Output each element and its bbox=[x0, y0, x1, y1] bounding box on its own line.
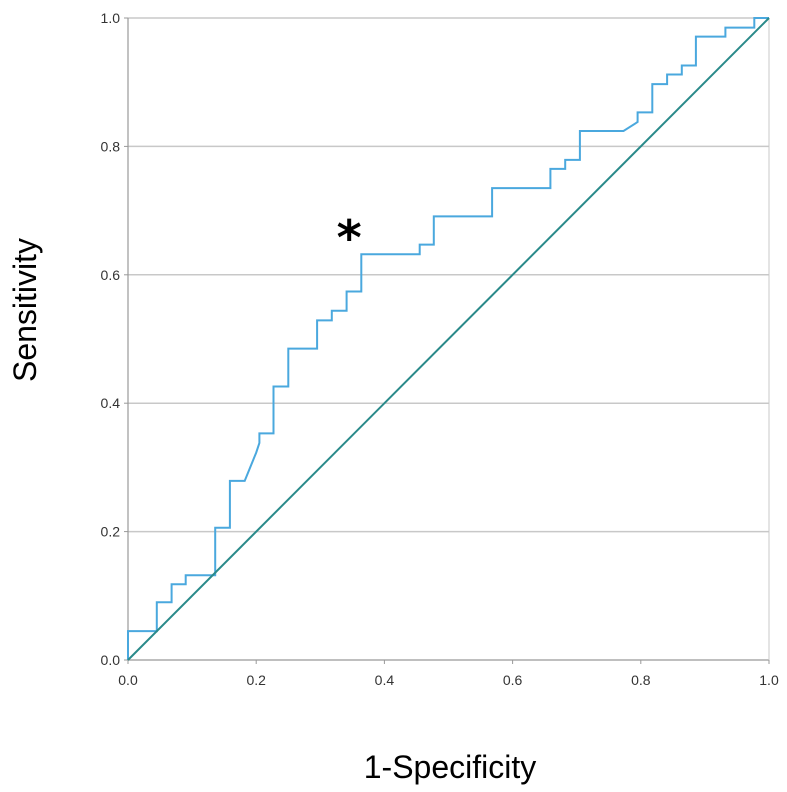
reference-diagonal-line bbox=[127, 17, 770, 661]
series bbox=[127, 17, 770, 661]
y-tick-label: 1.0 bbox=[101, 10, 121, 26]
x-tick-label: 1.0 bbox=[759, 672, 779, 688]
y-tick-label: 0.4 bbox=[101, 395, 121, 411]
y-tick-label: 0.6 bbox=[101, 267, 121, 283]
asterisk-annotation: * bbox=[337, 210, 362, 266]
x-tick-label: 0.4 bbox=[375, 672, 395, 688]
roc-curve-line bbox=[127, 17, 769, 660]
y-tick-label: 0.8 bbox=[101, 138, 121, 154]
x-tick-label: 0.6 bbox=[503, 672, 523, 688]
gridlines bbox=[128, 17, 769, 533]
tick-labels: 0.0 0.2 0.4 0.6 0.8 1.0 0.0 0.2 0.4 0.6 0.8 1.0 bbox=[101, 10, 779, 688]
y-axis-title: Sensitivity bbox=[7, 238, 43, 382]
x-axis-title: 1-Specificity bbox=[364, 749, 537, 785]
y-tick-label: 0.2 bbox=[101, 524, 121, 540]
x-tick-label: 0.0 bbox=[118, 672, 138, 688]
axes bbox=[124, 17, 770, 664]
x-tick-label: 0.2 bbox=[246, 672, 266, 688]
x-tick-label: 0.8 bbox=[631, 672, 651, 688]
y-tick-label: 0.0 bbox=[101, 652, 121, 668]
